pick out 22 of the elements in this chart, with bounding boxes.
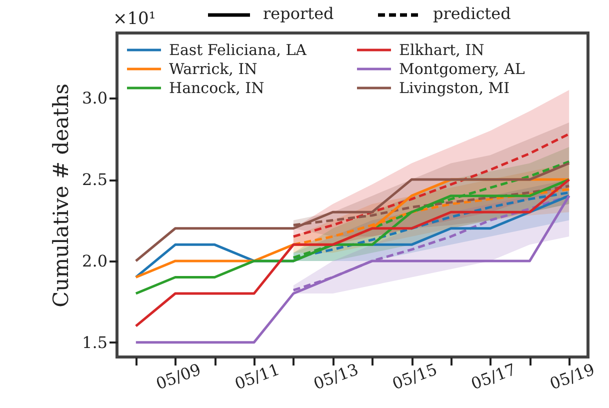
x-tick-label: 05/17	[468, 360, 518, 394]
y-tick-label: 2.0	[82, 251, 108, 270]
line-series	[134, 178, 570, 328]
text: ×10¹	[113, 9, 156, 29]
x-tick-label: 05/09	[153, 360, 204, 394]
y-tick-label: 1.5	[82, 332, 108, 352]
legend-label: Hancock, IN	[169, 79, 264, 97]
y-axis-title: Cumulative # deaths	[49, 84, 74, 308]
x-tick-label: 05/19	[547, 360, 598, 394]
y-tick-label: 2.5	[82, 170, 108, 190]
legend-label: East Feliciana, LA	[169, 41, 307, 59]
text: predicted	[433, 4, 511, 23]
legend-label: Montgomery, AL	[399, 60, 525, 78]
line-series	[134, 162, 570, 262]
legend-label: Livingston, MI	[399, 79, 510, 97]
legend-label: Warrick, IN	[169, 60, 258, 78]
x-tick-label: 05/13	[310, 360, 361, 394]
text: reported	[263, 4, 334, 23]
y-tick-label: 3.0	[82, 88, 108, 108]
x-tick-label: 05/15	[390, 360, 440, 394]
x-tick-label: 05/11	[232, 360, 282, 394]
legend-label: Elkhart, IN	[399, 41, 484, 59]
